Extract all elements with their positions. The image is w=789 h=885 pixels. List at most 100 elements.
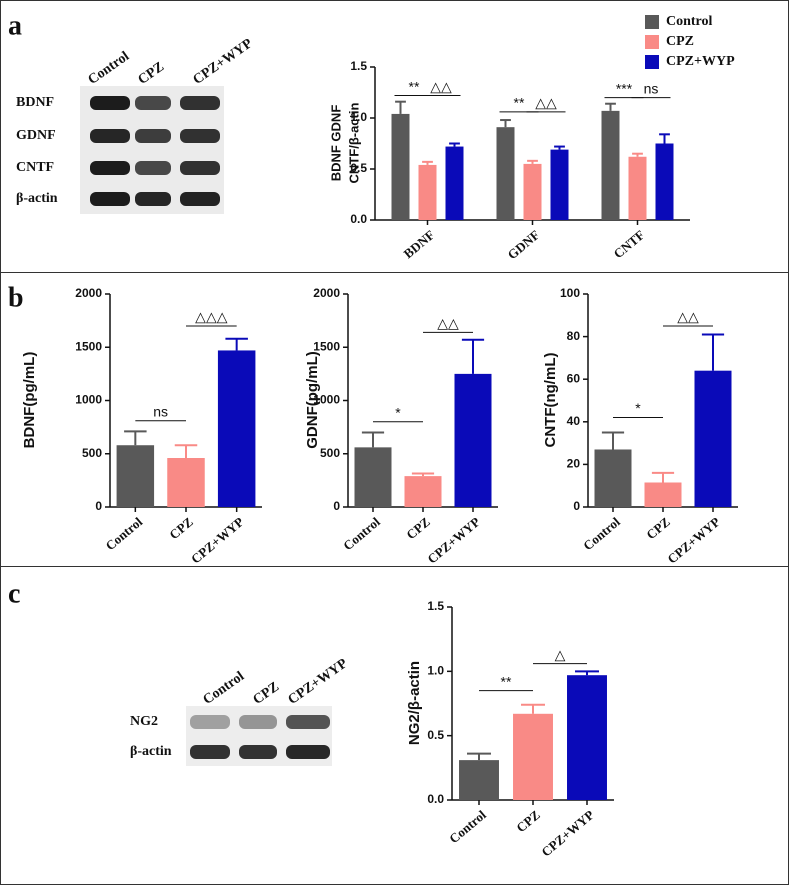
blot-band	[90, 161, 130, 175]
bar	[167, 458, 205, 507]
legend-label: Control	[666, 14, 713, 29]
y-tick-label: 2000	[75, 286, 102, 300]
blot-band	[286, 715, 330, 729]
x-tick-label: Control	[446, 807, 489, 846]
lane-label: Control	[86, 49, 133, 88]
legend-swatch	[645, 15, 659, 29]
x-tick-label: GDNF	[504, 227, 542, 262]
y-tick-label: 100	[560, 286, 580, 300]
bar	[567, 675, 607, 800]
y-tick-label: 1500	[75, 339, 102, 353]
lane-label: CPZ+WYP	[286, 656, 351, 708]
x-tick-label: CNTF	[611, 227, 648, 261]
y-axis-label: BDNF GDNF	[328, 105, 343, 182]
bar	[445, 146, 464, 220]
bar	[655, 143, 674, 220]
y-tick-label: 0.0	[427, 792, 444, 806]
legend-label: CPZ+WYP	[666, 54, 735, 69]
y-tick-label: 0	[95, 499, 102, 513]
y-tick-label: 0.0	[350, 212, 367, 226]
significance-label: ns	[153, 403, 168, 419]
y-tick-label: 0	[573, 499, 580, 513]
x-tick-label: BDNF	[401, 227, 438, 261]
legend-swatch	[645, 55, 659, 69]
bar	[418, 164, 437, 220]
legend-swatch	[645, 35, 659, 49]
x-tick-label: CPZ	[643, 514, 673, 542]
x-tick-label: CPZ+WYP	[664, 514, 723, 566]
panel-frame	[0, 566, 789, 885]
significance-label: **	[501, 673, 512, 689]
blot-band	[180, 96, 220, 110]
row-label: GDNF	[16, 128, 56, 143]
lane-label: Control	[201, 669, 248, 708]
row-label: BDNF	[16, 95, 54, 110]
blot-band	[135, 192, 171, 206]
y-tick-label: 1.0	[427, 664, 444, 678]
bar	[454, 373, 492, 507]
blot-band	[90, 96, 130, 110]
y-tick-label: 60	[567, 371, 581, 385]
y-axis-label: BDNF(pg/mL)	[21, 352, 38, 449]
bar	[459, 760, 499, 800]
panel-letter: a	[8, 10, 22, 41]
x-tick-label: CPZ	[403, 514, 433, 542]
y-tick-label: 2000	[313, 286, 340, 300]
bar	[644, 482, 682, 507]
x-tick-label: Control	[340, 514, 383, 553]
blot-band	[180, 192, 220, 206]
significance-label: △△	[535, 95, 557, 111]
y-tick-label: 500	[320, 446, 340, 460]
y-tick-label: 0	[333, 499, 340, 513]
significance-label: **	[409, 78, 420, 94]
x-tick-label: CPZ+WYP	[188, 514, 247, 566]
x-tick-label: CPZ	[513, 807, 543, 835]
bar	[404, 476, 442, 507]
bar	[694, 370, 732, 507]
y-axis-label: GDNF(pg/mL)	[304, 351, 321, 448]
significance-label: △△	[677, 309, 699, 325]
significance-label: △△	[437, 315, 459, 331]
blot-band	[135, 161, 171, 175]
row-label: β-actin	[16, 191, 58, 206]
y-tick-label: 80	[567, 329, 581, 343]
x-tick-label: CPZ+WYP	[424, 514, 483, 566]
x-tick-label: CPZ+WYP	[538, 807, 597, 859]
y-axis-label: CNTF/β-actin	[346, 103, 361, 184]
significance-label: *	[635, 400, 641, 416]
significance-label: ***	[616, 80, 633, 96]
bar	[601, 110, 620, 220]
blot-band	[180, 129, 220, 143]
blot-band	[286, 745, 330, 759]
y-tick-label: 500	[82, 446, 102, 460]
panel-letter: b	[8, 282, 24, 313]
x-tick-label: Control	[103, 514, 146, 553]
panel-letter: c	[8, 578, 20, 609]
bar	[217, 350, 256, 507]
significance-label: ns	[644, 80, 659, 96]
legend-label: CPZ	[666, 34, 694, 49]
y-tick-label: 20	[567, 457, 581, 471]
bar	[496, 127, 515, 220]
y-axis-label: CNTF(ng/mL)	[542, 353, 559, 448]
significance-label: △	[555, 646, 566, 662]
significance-label: *	[395, 405, 401, 421]
blot-band	[180, 161, 220, 175]
y-tick-label: 1.5	[427, 599, 444, 613]
y-tick-label: 1500	[313, 339, 340, 353]
y-tick-label: 0.5	[427, 728, 444, 742]
blot-band	[190, 745, 230, 759]
y-tick-label: 1.0	[350, 110, 367, 124]
blot-band	[190, 715, 230, 729]
significance-label: △△	[430, 78, 452, 94]
bar	[550, 149, 569, 220]
lane-label: CPZ	[251, 680, 283, 708]
row-label: CNTF	[16, 160, 54, 175]
lane-label: CPZ	[136, 60, 168, 88]
bar	[523, 163, 542, 220]
y-tick-label: 0.5	[350, 161, 367, 175]
blot-band	[90, 129, 130, 143]
blot-band	[239, 745, 277, 759]
y-tick-label: 1000	[75, 393, 102, 407]
